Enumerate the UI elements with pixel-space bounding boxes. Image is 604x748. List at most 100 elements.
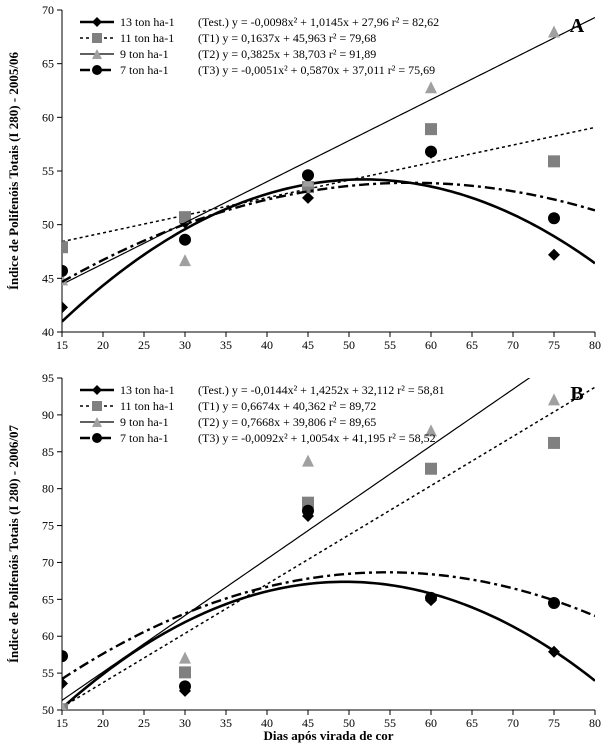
point-9 ton ha-1 (548, 393, 560, 405)
point-7 ton ha-1 (548, 597, 560, 609)
ytick-40: 40 (42, 325, 54, 339)
legend-eq-13 ton ha-1: (Test.) y = -0,0098x² + 1,0145x + 27,96 … (198, 15, 439, 29)
xtick-70: 70 (507, 716, 519, 730)
ytick-70: 70 (42, 555, 54, 569)
point-7 ton ha-1 (302, 169, 314, 181)
legend-eq-7 ton ha-1: (T3) y = -0,0051x² + 0,5870x + 37,011 r²… (198, 63, 435, 77)
ytick-70: 70 (42, 3, 54, 17)
curve-13 ton ha-1 (62, 179, 595, 321)
xtick-55: 55 (384, 338, 396, 352)
ytick-60: 60 (42, 110, 54, 124)
legend-label-13 ton ha-1: 13 ton ha-1 (120, 15, 175, 29)
legend-marker-11 ton ha-1 (92, 33, 102, 43)
point-7 ton ha-1 (548, 212, 560, 224)
point-13 ton ha-1 (56, 301, 68, 313)
ytick-50: 50 (42, 218, 54, 232)
ytick-55: 55 (42, 164, 54, 178)
point-9 ton ha-1 (179, 254, 191, 266)
legend-label-9 ton ha-1: 9 ton ha-1 (120, 47, 169, 61)
legend-marker-7 ton ha-1 (92, 65, 102, 75)
point-7 ton ha-1 (302, 505, 314, 517)
xtick-25: 25 (138, 338, 150, 352)
legend-label-9 ton ha-1: 9 ton ha-1 (120, 415, 169, 429)
point-7 ton ha-1 (425, 592, 437, 604)
ytick-90: 90 (42, 408, 54, 422)
point-11 ton ha-1 (548, 437, 560, 449)
xtick-25: 25 (138, 716, 150, 730)
xtick-30: 30 (179, 716, 191, 730)
point-7 ton ha-1 (179, 680, 191, 692)
point-9 ton ha-1 (302, 455, 314, 467)
legend-marker-13 ton ha-1 (92, 17, 102, 27)
legend-eq-13 ton ha-1: (Test.) y = -0,0144x² + 1,4252x + 32,112… (198, 383, 445, 397)
xtick-15: 15 (56, 338, 68, 352)
point-11 ton ha-1 (179, 211, 191, 223)
x-axis-label: Dias após virada de cor (264, 728, 394, 743)
xtick-40: 40 (261, 338, 273, 352)
point-9 ton ha-1 (425, 81, 437, 93)
xtick-65: 65 (466, 716, 478, 730)
curve-7 ton ha-1 (62, 572, 595, 679)
panel-A: 40 45 50 55 60 65 70 15 20 25 30 35 40 45 50 55 60 65 70 75… (0, 0, 604, 360)
xtick-75: 75 (548, 338, 560, 352)
point-11 ton ha-1 (425, 123, 437, 135)
legend-label-11 ton ha-1: 11 ton ha-1 (120, 399, 174, 413)
xtick-15: 15 (56, 716, 68, 730)
point-11 ton ha-1 (56, 241, 68, 253)
point-7 ton ha-1 (56, 650, 68, 662)
curve-11 ton ha-1 (62, 127, 595, 241)
legend-eq-11 ton ha-1: (T1) y = 0,1637x + 45,963 r² = 79,68 (198, 31, 376, 45)
xtick-80: 80 (589, 338, 601, 352)
point-13 ton ha-1 (548, 249, 560, 261)
point-13 ton ha-1 (302, 192, 314, 204)
xtick-35: 35 (220, 338, 232, 352)
xtick-80: 80 (589, 716, 601, 730)
ytick-80: 80 (42, 482, 54, 496)
legend-marker-7 ton ha-1 (92, 433, 102, 443)
ytick-55: 55 (42, 666, 54, 680)
legend: 13 ton ha-1 (Test.) y = -0,0144x² + 1,425… (80, 383, 445, 445)
point-7 ton ha-1 (56, 265, 68, 277)
point-7 ton ha-1 (425, 146, 437, 158)
xtick-20: 20 (97, 338, 109, 352)
xtick-50: 50 (343, 338, 355, 352)
xtick-70: 70 (507, 338, 519, 352)
legend-label-7 ton ha-1: 7 ton ha-1 (120, 431, 169, 445)
legend-label-13 ton ha-1: 13 ton ha-1 (120, 383, 175, 397)
point-11 ton ha-1 (179, 666, 191, 678)
ytick-45: 45 (42, 271, 54, 285)
ytick-65: 65 (42, 592, 54, 606)
curve-7 ton ha-1 (62, 183, 595, 282)
legend-label-11 ton ha-1: 11 ton ha-1 (120, 31, 174, 45)
ytick-65: 65 (42, 57, 54, 71)
ytick-85: 85 (42, 445, 54, 459)
xtick-30: 30 (179, 338, 191, 352)
panel-B: 5055606570758085909515202530354045505560… (0, 368, 604, 748)
xtick-75: 75 (548, 716, 560, 730)
legend-eq-7 ton ha-1: (T3) y = -0,0092x² + 1,0054x + 41,195 r²… (198, 431, 436, 445)
legend-eq-9 ton ha-1: (T2) y = 0,7668x + 39,806 r² = 89,65 (198, 415, 376, 429)
xtick-60: 60 (425, 716, 437, 730)
legend-marker-13 ton ha-1 (92, 385, 102, 395)
ytick-95: 95 (42, 371, 54, 385)
legend-label-7 ton ha-1: 7 ton ha-1 (120, 63, 169, 77)
y-axis-label: Índice de Polifenóis Totais (I 280) - 20… (6, 52, 21, 290)
xtick-20: 20 (97, 716, 109, 730)
point-11 ton ha-1 (548, 155, 560, 167)
legend-eq-11 ton ha-1: (T1) y = 0,6674x + 40,362 r² = 89,72 (198, 399, 376, 413)
panel-letter-B: B (570, 383, 583, 405)
y-axis-label: Índice de Polifenóis Totais (I 280) - 20… (6, 425, 21, 663)
xtick-65: 65 (466, 338, 478, 352)
xtick-60: 60 (425, 338, 437, 352)
ytick-50: 50 (42, 703, 54, 717)
xtick-45: 45 (302, 338, 314, 352)
point-11 ton ha-1 (425, 463, 437, 475)
point-9 ton ha-1 (548, 25, 560, 37)
xtick-35: 35 (220, 716, 232, 730)
point-7 ton ha-1 (179, 234, 191, 246)
legend: 13 ton ha-1 (Test.) y = -0,0098x² + 1,014… (80, 15, 439, 77)
point-9 ton ha-1 (179, 652, 191, 664)
legend-eq-9 ton ha-1: (T2) y = 0,3825x + 38,703 r² = 91,89 (198, 47, 376, 61)
ytick-75: 75 (42, 519, 54, 533)
legend-marker-11 ton ha-1 (92, 401, 102, 411)
